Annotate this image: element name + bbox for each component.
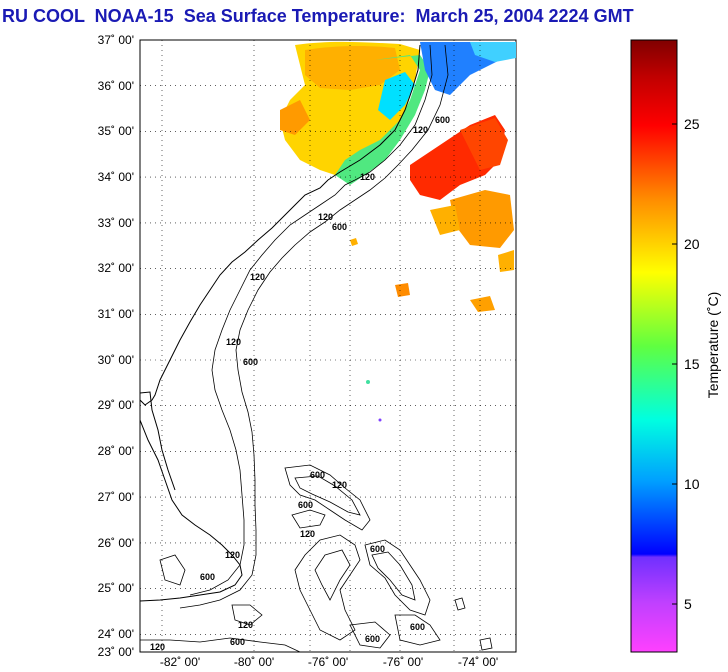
lat-tick-label: 25˚ 00' — [98, 581, 134, 595]
lat-tick-label: 36˚ 00' — [98, 79, 134, 93]
bathymetry-120m — [189, 44, 433, 596]
contour-label-600: 600 — [230, 637, 245, 647]
bathymetry-600m — [179, 44, 449, 609]
lon-tick-label: -82˚ 00' — [160, 655, 200, 669]
colorbar-ticks: 25 20 15 10 5 — [672, 116, 700, 612]
lat-tick-label: 35˚ 00' — [98, 124, 134, 138]
lon-tick-label: -80˚ 00' — [234, 655, 274, 669]
contour-labels: 120 600 120 120 600 120 120 600 600 120 … — [150, 115, 450, 652]
contour-label-600: 600 — [310, 470, 325, 480]
contour-label-120: 120 — [250, 272, 265, 282]
contour-label-600: 600 — [410, 622, 425, 632]
contour-label-120: 120 — [226, 337, 241, 347]
colorbar-tick-label: 5 — [684, 596, 692, 612]
lat-tick-label: 29˚ 00' — [98, 398, 134, 412]
bahamas-contours — [140, 464, 493, 652]
lat-tick-label: 27˚ 00' — [98, 490, 134, 504]
contour-label-600: 600 — [332, 222, 347, 232]
contour-label-600: 600 — [200, 572, 215, 582]
colorbar-tick-label: 25 — [684, 116, 700, 132]
page-title: RU COOL NOAA-15 Sea Surface Temperature:… — [2, 6, 634, 26]
contour-label-600: 600 — [370, 544, 385, 554]
colorbar-tick-label: 20 — [684, 236, 700, 252]
lat-tick-label: 26˚ 00' — [98, 536, 134, 550]
lat-tick-label: 24˚ 00' — [98, 627, 134, 641]
contour-label-120: 120 — [413, 125, 428, 135]
contour-label-120: 120 — [360, 172, 375, 182]
colorbar-label: Temperature (˚C) — [705, 292, 721, 399]
lat-tick-labels: 37˚ 00' 36˚ 00' 35˚ 00' 34˚ 00' 33˚ 00' … — [98, 33, 134, 659]
coastline — [140, 44, 421, 602]
colorbar-tick-label: 15 — [684, 356, 700, 372]
lon-tick-label: -74˚ 00' — [458, 655, 498, 669]
lat-tick-label: 34˚ 00' — [98, 170, 134, 184]
lon-tick-labels: -82˚ 00' -80˚ 00' -76˚ 00' -76˚ 00' -74˚… — [160, 655, 498, 669]
lat-tick-label: 30˚ 00' — [98, 353, 134, 367]
contour-label-120: 120 — [300, 529, 315, 539]
contour-label-600: 600 — [365, 634, 380, 644]
lat-tick-label: 37˚ 00' — [98, 33, 134, 47]
contour-label-120: 120 — [238, 620, 253, 630]
lat-tick-label: 28˚ 00' — [98, 444, 134, 458]
contour-label-120: 120 — [225, 550, 240, 560]
lat-tick-label: 31˚ 00' — [98, 307, 134, 321]
contour-label-600: 600 — [243, 357, 258, 367]
contour-label-600: 600 — [435, 115, 450, 125]
lat-tick-label: 33˚ 00' — [98, 216, 134, 230]
lat-tick-label: 23˚ 00' — [98, 645, 134, 659]
colorbar-gradient — [630, 39, 678, 653]
contour-label-120: 120 — [332, 480, 347, 490]
lon-tick-label: -76˚ 00' — [308, 655, 348, 669]
contour-label-120: 120 — [318, 212, 333, 222]
lon-tick-label: -76˚ 00' — [383, 655, 423, 669]
lat-tick-label: 32˚ 00' — [98, 261, 134, 275]
contour-label-120: 120 — [150, 642, 165, 652]
colorbar-tick-label: 10 — [684, 476, 700, 492]
contour-label-600: 600 — [298, 500, 313, 510]
